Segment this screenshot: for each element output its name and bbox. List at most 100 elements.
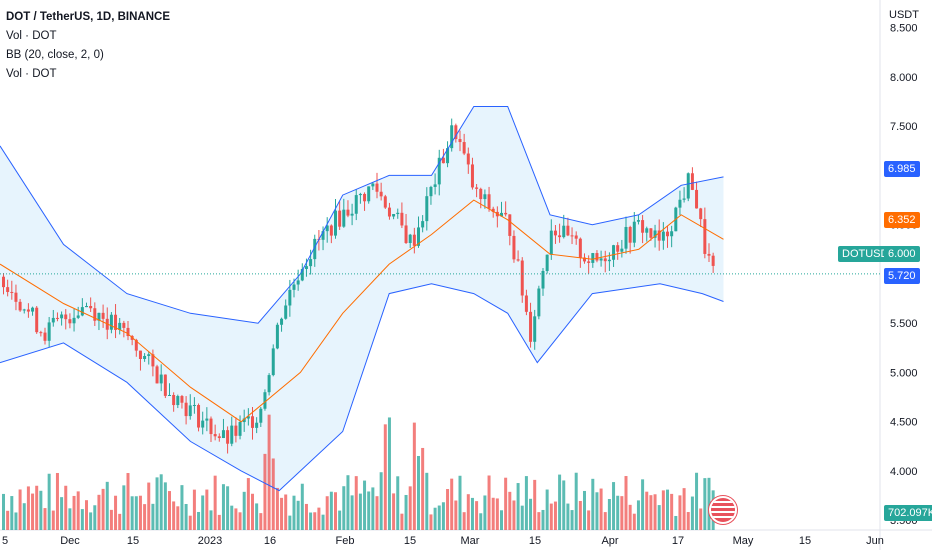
candle-body [89, 306, 93, 309]
volume-bar [76, 491, 80, 530]
candle-body [271, 348, 275, 376]
volume-bar [263, 453, 267, 530]
candle-body [524, 295, 528, 312]
candle-body [338, 210, 342, 227]
time-tick-label: 16 [264, 535, 276, 547]
volume-bar [628, 504, 632, 530]
candle-body [433, 184, 437, 187]
candle-body [450, 125, 454, 149]
candle-body [151, 354, 155, 367]
volume-bar [612, 482, 616, 530]
candle-body [537, 288, 541, 317]
candle-body [329, 225, 333, 236]
volume-bar [18, 489, 22, 530]
volume-bar [653, 494, 657, 530]
candle-body [163, 374, 167, 396]
volume-bar [180, 485, 184, 530]
candle-body [553, 230, 557, 236]
volume-bar [446, 489, 450, 530]
volume-bar [491, 497, 495, 530]
volume-bar [632, 513, 636, 530]
candle-body [612, 245, 616, 260]
candle-body [80, 307, 84, 316]
candle-body [217, 436, 221, 439]
candle-body [309, 259, 313, 267]
volume-bar [68, 508, 72, 530]
candle-body [134, 339, 138, 351]
time-tick-label: Feb [336, 535, 355, 547]
volume-bar [284, 494, 288, 530]
legend-row-volume[interactable]: Vol · DOT [6, 30, 57, 42]
candle-body [529, 311, 533, 342]
volume-bar [201, 495, 205, 530]
candle-body [51, 317, 55, 323]
candle-body [558, 235, 562, 238]
candle-body [383, 196, 387, 208]
volume-bar [238, 512, 242, 530]
candle-body [342, 209, 346, 227]
candle-body [346, 209, 350, 216]
volume-bar [230, 505, 234, 530]
candle-body [26, 309, 30, 312]
candle-body [325, 225, 329, 232]
candle-body [541, 270, 545, 289]
volume-bar [151, 503, 155, 530]
volume-bar [296, 500, 300, 530]
candle-body [587, 261, 591, 263]
candle-body [6, 287, 10, 292]
candle-body [491, 208, 495, 212]
volume-bar [292, 495, 296, 530]
candle-body [101, 312, 105, 319]
volume-bar [400, 513, 404, 530]
candle-body [429, 186, 433, 197]
legend-row-bollinger[interactable]: BB (20, close, 2, 0) [6, 49, 104, 61]
volume-bar [641, 479, 645, 530]
candle-body [641, 220, 645, 233]
candle-body [520, 260, 524, 296]
volume-bar [417, 455, 420, 530]
candle-body [603, 258, 607, 262]
candle-body [10, 291, 14, 293]
candle-body [176, 396, 180, 406]
volume-bar [321, 514, 325, 530]
candle-body [690, 173, 694, 190]
volume-tag: 702.097K [884, 505, 932, 521]
candle-body [504, 212, 508, 215]
price-tick-label: 7.500 [890, 121, 918, 133]
volume-bar [404, 494, 408, 530]
volume-bar [105, 481, 109, 530]
candle-body [562, 225, 566, 238]
volume-bar [334, 492, 337, 530]
candle-body [479, 188, 483, 200]
candle-body [292, 284, 296, 290]
candle-body [375, 183, 379, 192]
volume-bar [607, 499, 611, 530]
legend-title[interactable]: DOT / TetherUS, 1D, BINANCE [6, 11, 170, 23]
volume-bar [309, 512, 313, 530]
candle-body [711, 255, 715, 266]
volume-bar [114, 495, 118, 530]
us-flag-icon[interactable] [709, 496, 737, 524]
volume-bar [375, 496, 379, 530]
candle-body [408, 234, 412, 244]
volume-bar [545, 489, 549, 530]
volume-bar [686, 512, 690, 530]
candle-body [76, 315, 80, 318]
candle-body [238, 422, 242, 436]
candle-body [404, 225, 408, 244]
candle-body [599, 258, 603, 261]
candle-body [446, 148, 450, 164]
volume-bar [138, 495, 142, 530]
legend-row-volume-2[interactable]: Vol · DOT [6, 68, 57, 80]
candle-body [284, 305, 288, 319]
volume-bar [300, 483, 304, 530]
volume-bar [379, 472, 383, 530]
candle-body [392, 214, 396, 217]
volume-bar [43, 508, 47, 530]
candle-body [147, 354, 151, 356]
volume-bar [412, 422, 416, 530]
candle-body [645, 228, 649, 233]
candle-body [512, 235, 516, 260]
volume-bar [591, 478, 595, 530]
